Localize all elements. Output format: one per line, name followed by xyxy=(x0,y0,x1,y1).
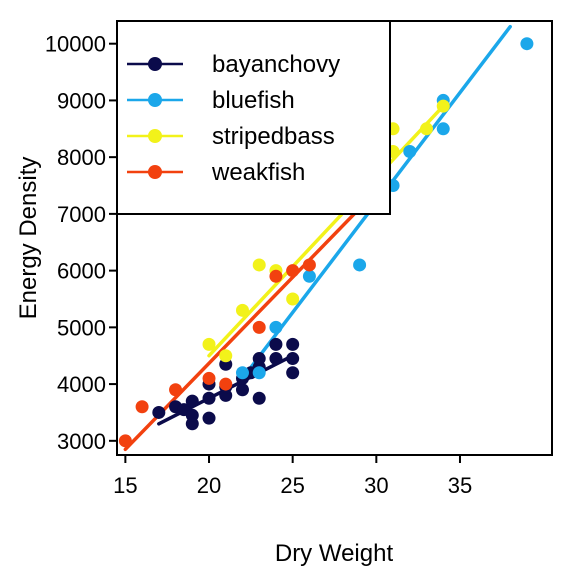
fit-line-stripedbass xyxy=(207,104,445,358)
point-bayanchovy xyxy=(269,337,283,351)
legend-label-stripedbass: stripedbass xyxy=(212,123,335,150)
x-tick-label: 35 xyxy=(448,473,472,498)
legend-label-weakfish: weakfish xyxy=(211,159,305,186)
legend-label-bayanchovy: bayanchovy xyxy=(212,51,340,78)
x-tick-label: 20 xyxy=(197,473,221,498)
data-points xyxy=(118,37,534,448)
point-stripedbass xyxy=(219,349,233,363)
legend-marker-stripedbass xyxy=(148,129,162,143)
point-bayanchovy xyxy=(286,352,300,366)
point-weakfish xyxy=(269,269,283,283)
y-tick-label: 7000 xyxy=(57,202,106,227)
point-weakfish xyxy=(118,434,132,448)
legend-marker-bayanchovy xyxy=(148,57,162,71)
point-bayanchovy xyxy=(235,383,249,397)
point-bluefish xyxy=(252,366,266,380)
y-tick-label: 8000 xyxy=(57,145,106,170)
point-bayanchovy xyxy=(202,391,216,405)
point-bluefish xyxy=(235,366,249,380)
point-stripedbass xyxy=(420,122,434,136)
point-bayanchovy xyxy=(202,411,216,425)
y-axis-title: Energy Density xyxy=(15,157,42,320)
point-weakfish xyxy=(169,383,183,397)
point-bayanchovy xyxy=(286,366,300,380)
y-tick-label: 3000 xyxy=(57,429,106,454)
point-bayanchovy xyxy=(185,408,199,422)
point-bluefish xyxy=(403,144,417,158)
point-weakfish xyxy=(135,400,149,414)
point-stripedbass xyxy=(286,292,300,306)
y-tick-label: 6000 xyxy=(57,259,106,284)
point-bluefish xyxy=(436,122,450,136)
point-bayanchovy xyxy=(269,352,283,366)
x-tick-label: 15 xyxy=(113,473,137,498)
y-tick-label: 9000 xyxy=(57,88,106,113)
point-stripedbass xyxy=(202,337,216,351)
point-bluefish xyxy=(302,269,316,283)
legend: bayanchovy bluefish stripedbass weakfish xyxy=(116,20,391,215)
point-weakfish xyxy=(202,371,216,385)
y-tick-label: 10000 xyxy=(45,32,106,57)
point-stripedbass xyxy=(235,303,249,317)
point-bayanchovy xyxy=(185,394,199,408)
x-tick-label: 25 xyxy=(280,473,304,498)
point-weakfish xyxy=(252,320,266,334)
point-bayanchovy xyxy=(252,352,266,366)
x-tick-label: 30 xyxy=(364,473,388,498)
point-stripedbass xyxy=(252,258,266,272)
legend-marker-weakfish xyxy=(148,165,162,179)
point-weakfish xyxy=(219,377,233,391)
point-stripedbass xyxy=(436,99,450,113)
x-axis-title: Dry Weight xyxy=(275,540,394,567)
legend-box xyxy=(116,20,391,215)
point-bluefish xyxy=(269,320,283,334)
point-bayanchovy xyxy=(152,405,166,419)
point-weakfish xyxy=(302,258,316,272)
point-bluefish xyxy=(520,37,534,51)
fit-line-weakfish xyxy=(123,189,379,452)
legend-label-bluefish: bluefish xyxy=(212,87,295,114)
point-bayanchovy xyxy=(252,391,266,405)
y-axis: 3000 4000 5000 6000 7000 8000 9000 10000 xyxy=(45,32,117,454)
y-tick-label: 5000 xyxy=(57,315,106,340)
legend-marker-bluefish xyxy=(148,93,162,107)
point-bluefish xyxy=(353,258,367,272)
y-tick-label: 4000 xyxy=(57,372,106,397)
x-axis: 15 20 25 30 35 xyxy=(113,455,472,498)
point-bayanchovy xyxy=(286,337,300,351)
point-weakfish xyxy=(286,264,300,278)
